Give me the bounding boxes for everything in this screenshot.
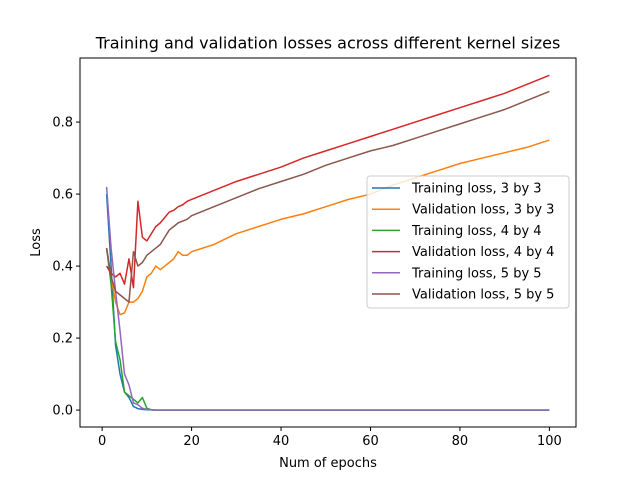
series-layer	[105, 74, 550, 411]
y-tick-label: 0.4	[52, 260, 73, 275]
x-tick-label: 20	[183, 434, 200, 449]
x-tick-label: 40	[273, 434, 290, 449]
legend-label-2: Validation loss, 3 by 3	[412, 203, 554, 218]
y-tick-label: 0.8	[52, 116, 73, 131]
legend: Training loss, 3 by 3 Validation loss, 3 …	[366, 175, 570, 309]
legend-label-6: Validation loss, 5 by 5	[412, 288, 554, 303]
x-tick-label: 0	[98, 434, 106, 449]
plot-frame	[79, 57, 577, 428]
x-tick-label: 100	[537, 434, 562, 449]
x-axis-label: Num of epochs	[279, 456, 377, 471]
legend-label-3: Training loss, 4 by 4	[411, 224, 542, 239]
series-line-6	[105, 90, 550, 303]
x-axis-ticks: 0 20 40 60 80 100	[98, 427, 562, 449]
y-tick-label: 0.2	[52, 332, 73, 347]
x-tick-label: 60	[362, 434, 379, 449]
legend-label-4: Validation loss, 4 by 4	[412, 245, 554, 260]
legend-box	[366, 175, 570, 309]
x-tick-label: 80	[452, 434, 469, 449]
y-tick-label: 0.6	[52, 188, 73, 203]
legend-label-1: Training loss, 3 by 3	[411, 182, 542, 197]
series-line-5	[105, 186, 550, 411]
y-axis-ticks: 0.0 0.2 0.4 0.6 0.8	[52, 116, 80, 419]
chart-title: Training and validation losses across di…	[95, 34, 561, 53]
series-line-4	[105, 74, 550, 289]
legend-label-5: Training loss, 5 by 5	[411, 266, 542, 281]
y-axis-label: Loss	[29, 228, 44, 257]
y-tick-label: 0.0	[52, 404, 73, 419]
